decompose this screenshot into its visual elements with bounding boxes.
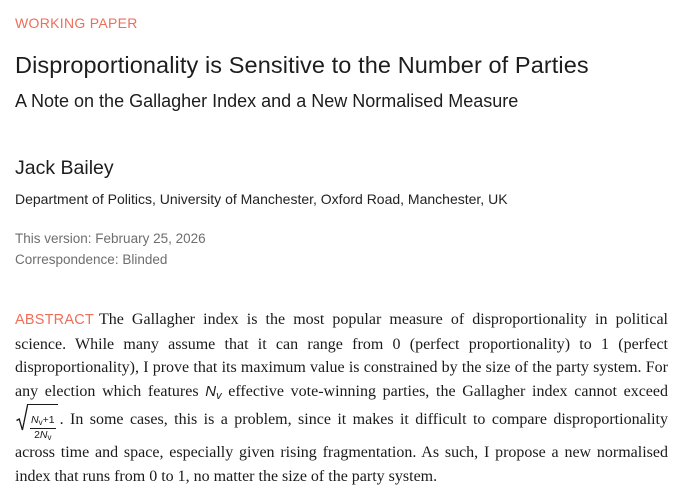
- nv-symbol: N: [205, 383, 217, 401]
- numerator-suffix: +1: [42, 413, 55, 426]
- author-affiliation: Department of Politics, University of Ma…: [15, 191, 508, 207]
- paper-meta: This version: February 25, 2026 Correspo…: [15, 229, 668, 270]
- denominator-prefix: 2: [34, 428, 40, 441]
- correspondence-line: Correspondence: Blinded: [15, 250, 668, 271]
- abstract-text-2: effective vote-winning parties, the Gall…: [221, 383, 668, 401]
- nv-inline-math: Nv: [205, 383, 222, 403]
- working-paper-label: WORKING PAPER: [15, 15, 138, 31]
- abstract-text-3: . In some cases, this is a problem, sinc…: [15, 410, 668, 486]
- denominator-subscript: v: [47, 432, 52, 442]
- correspondence-label: Correspondence:: [15, 251, 119, 267]
- fraction: Nv+1 2Nv: [30, 413, 56, 442]
- fraction-numerator: Nv+1: [30, 413, 56, 429]
- paper-title-page: WORKING PAPER Disproportionality is Sens…: [15, 15, 668, 485]
- author-name: Jack Bailey: [15, 157, 114, 179]
- correspondence-value: Blinded: [122, 251, 168, 267]
- version-line: This version: February 25, 2026: [15, 229, 668, 250]
- abstract-paragraph: ABSTRACT The Gallagher index is the most …: [15, 308, 668, 489]
- abstract-label: ABSTRACT: [15, 312, 94, 328]
- sqrt-formula: Nv+1 2Nv: [16, 403, 58, 442]
- version-date: February 25, 2026: [95, 231, 206, 246]
- abstract-text-1: The Gallagher index is the most popular …: [15, 311, 668, 401]
- radicand: Nv+1 2Nv: [27, 403, 58, 442]
- numerator-symbol: N: [31, 413, 39, 426]
- radical-sign-icon: [16, 404, 28, 430]
- numerator-subscript: v: [38, 417, 43, 427]
- paper-subtitle: A Note on the Gallagher Index and a New …: [15, 91, 519, 111]
- denominator-symbol: N: [39, 428, 48, 441]
- fraction-denominator: 2Nv: [34, 429, 51, 442]
- version-label: This version:: [15, 231, 92, 246]
- paper-title: Disproportionality is Sensitive to the N…: [15, 52, 589, 78]
- nv-subscript: v: [216, 390, 222, 403]
